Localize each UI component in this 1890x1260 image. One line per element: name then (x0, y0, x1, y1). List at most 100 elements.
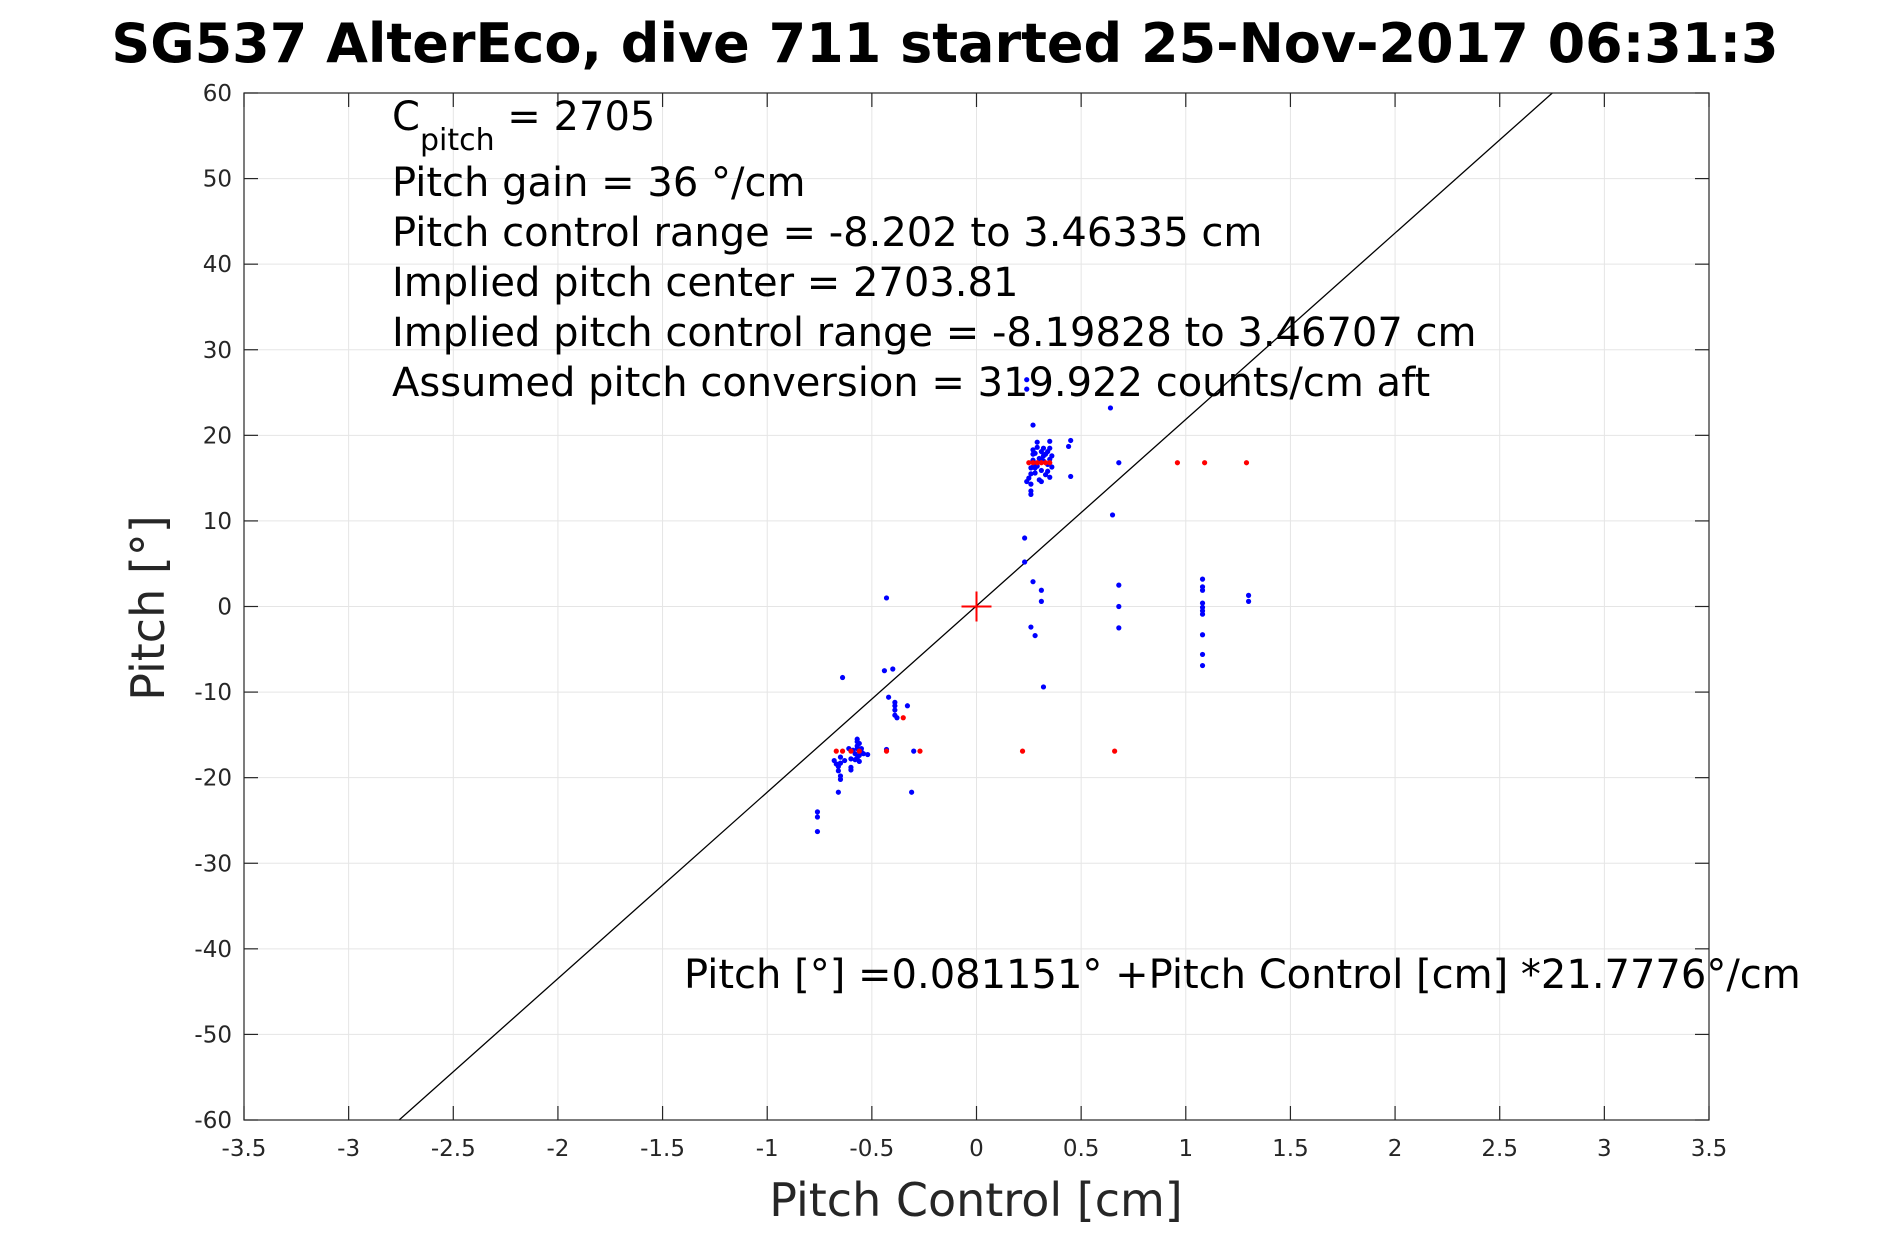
x-tick-label: -3.5 (222, 1136, 267, 1162)
measured-point (1199, 587, 1206, 593)
x-tick-label: 2.5 (1481, 1136, 1518, 1162)
measured-point (814, 814, 821, 820)
measured-point (837, 760, 844, 766)
measured-point (1045, 468, 1051, 474)
rejected-point (848, 748, 854, 754)
x-tick-label: 3.5 (1691, 1136, 1728, 1162)
measured-point (1049, 464, 1055, 470)
measured-point (835, 768, 841, 774)
measured-point (1038, 467, 1044, 474)
y-axis-label: Pitch [°] (121, 515, 175, 701)
measured-point (1028, 481, 1034, 487)
measured-point (1028, 471, 1034, 477)
measured-point (1024, 377, 1030, 383)
measured-point (1038, 478, 1044, 485)
measured-point (835, 789, 841, 795)
measured-point (1199, 651, 1206, 658)
rejected-point (856, 748, 862, 754)
annotation-implied-center: Implied pitch center = 2703.81 (392, 260, 1018, 306)
rejected-point (1030, 460, 1036, 466)
measured-point (1030, 422, 1036, 428)
measured-point (1199, 632, 1206, 638)
measured-point (883, 595, 890, 601)
measured-point (852, 751, 858, 757)
parameter-annotations: Cpitch = 2705 Pitch gain = 36 °/cm Pitch… (392, 94, 1801, 998)
rejected-point (1034, 460, 1040, 466)
rejected-point (1019, 748, 1026, 754)
rejected-point (1112, 748, 1118, 754)
measured-point (1068, 437, 1074, 444)
measured-point (1047, 445, 1053, 451)
measured-point (1245, 598, 1252, 604)
rejected-point (1243, 460, 1250, 466)
measured-point (1040, 684, 1047, 690)
rejected-point (1202, 460, 1208, 466)
measured-point (1199, 611, 1206, 617)
y-tick-label: 20 (203, 423, 232, 449)
measured-point (1199, 576, 1206, 582)
y-tick-label: 40 (203, 252, 232, 278)
measured-point (1047, 438, 1053, 444)
measured-point (1032, 632, 1038, 639)
rejected-point (839, 748, 846, 754)
measured-point (1065, 443, 1072, 450)
measured-point (865, 751, 871, 758)
axis-ticks: -3.5 -3 -2.5 -2 -1.5 -1 -0.5 0 0.5 1 1.5 2 2.5 3 3.5 60… (194, 81, 1727, 1162)
annotation-conversion: Assumed pitch conversion = 319.922 count… (392, 360, 1430, 406)
measured-point (1199, 662, 1206, 669)
x-tick-label: -1 (756, 1136, 779, 1162)
y-tick-label: -40 (194, 937, 232, 963)
measured-point (1024, 386, 1030, 392)
x-tick-label: 1.5 (1272, 1136, 1309, 1162)
annotation-cpitch: Cpitch = 2705 (392, 94, 655, 158)
measured-point (1032, 450, 1038, 456)
measured-point (1030, 579, 1036, 585)
y-tick-label: 0 (217, 595, 232, 621)
annotation-control-range: Pitch control range = -8.202 to 3.46335 … (392, 210, 1262, 256)
x-tick-label: 0 (969, 1136, 984, 1162)
measured-point (1022, 535, 1028, 541)
y-tick-label: 10 (203, 509, 232, 535)
y-tick-label: -60 (194, 1108, 232, 1134)
measured-point (886, 694, 892, 700)
measured-point (1109, 512, 1116, 518)
y-tick-label: -30 (194, 851, 232, 877)
measured-point (1049, 453, 1055, 459)
annotation-cpitch-main: C (392, 94, 420, 140)
center-marker-layer (961, 591, 992, 622)
x-tick-label: 2 (1388, 1136, 1403, 1162)
measured-point (911, 748, 917, 754)
rejected-point (1047, 460, 1053, 466)
x-tick-label: -0.5 (849, 1136, 894, 1162)
rejected-point (917, 748, 923, 754)
measured-point (1116, 625, 1122, 631)
y-tick-label: 60 (203, 81, 232, 107)
measured-point (842, 757, 848, 764)
rejected-point (1026, 460, 1032, 466)
rejected-point (1038, 460, 1044, 466)
measured-point (1034, 439, 1040, 445)
measured-point (892, 707, 898, 713)
rejected-point (1042, 460, 1049, 466)
measured-point (814, 809, 821, 815)
x-tick-label: -3 (337, 1136, 360, 1162)
annotation-implied-range: Implied pitch control range = -8.19828 t… (392, 310, 1476, 356)
scatter-series-layer (814, 377, 1252, 835)
x-axis-label: Pitch Control [cm] (769, 1173, 1183, 1227)
rejected-point (883, 748, 890, 754)
measured-point (814, 828, 821, 835)
rejected-point (833, 748, 839, 754)
measured-point (1047, 474, 1053, 480)
measured-point (1038, 598, 1044, 604)
measured-point (1116, 582, 1122, 588)
measured-point (892, 703, 898, 709)
measured-point (1107, 405, 1114, 411)
measured-point (1199, 600, 1206, 606)
measured-point (848, 767, 854, 773)
measured-point (856, 758, 862, 765)
x-tick-label: 3 (1597, 1136, 1612, 1162)
x-tick-label: -2.5 (431, 1136, 476, 1162)
measured-point (881, 668, 888, 674)
measured-point (1116, 603, 1122, 610)
y-tick-label: -50 (194, 1022, 232, 1048)
